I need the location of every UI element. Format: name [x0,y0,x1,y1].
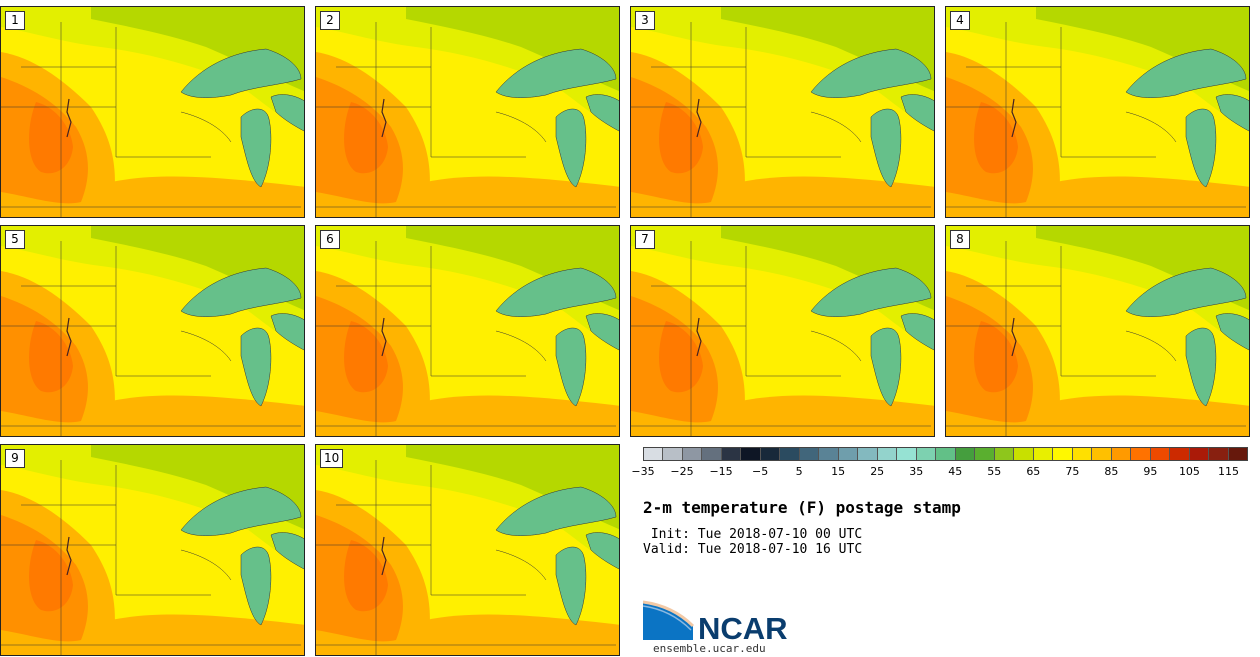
temperature-map [316,7,619,217]
temperature-map [631,226,934,436]
colorbar-tick-label: −5 [751,465,769,478]
colorbar-swatch [975,448,995,460]
colorbar-swatch [994,448,1015,460]
colorbar-swatch [1111,448,1132,460]
ensemble-member-panel: 1 [0,6,305,218]
colorbar-tick-label: 15 [831,465,846,478]
colorbar-swatch [1033,448,1054,460]
colorbar-tick-label: −15 [709,465,733,478]
ensemble-member-panel: 8 [945,225,1250,437]
colorbar-swatch [858,448,878,460]
member-number: 3 [635,11,655,30]
temperature-map [316,445,619,655]
temperature-map [316,226,619,436]
colorbar-swatch [760,448,781,460]
ncar-logo-text: NCAR [698,611,788,646]
colorbar-tick-label: 35 [909,465,924,478]
colorbar-swatch [916,448,937,460]
member-number: 6 [320,230,340,249]
ensemble-member-panel: 10 [315,444,620,656]
colorbar-tick-label: 65 [1026,465,1041,478]
colorbar-swatch [682,448,703,460]
colorbar-tick-label: 55 [987,465,1002,478]
colorbar-swatch [780,448,800,460]
member-number: 10 [320,449,344,468]
temperature-map [946,226,1249,436]
temperature-map [946,7,1249,217]
colorbar-swatch [1053,448,1073,460]
colorbar-swatch [1228,448,1248,460]
member-number: 4 [950,11,970,30]
colorbar-swatch [1150,448,1171,460]
colorbar-swatch [1170,448,1190,460]
colorbar-swatch [741,448,761,460]
member-number: 8 [950,230,970,249]
temperature-map [1,7,304,217]
temperature-colorbar: −35 −25 −15 −5 5 15 25 35 45 55 65 75 85 95 105 115 [631,447,1248,485]
member-number: 9 [5,449,25,468]
colorbar-swatch [663,448,683,460]
member-number: 7 [635,230,655,249]
member-number: 5 [5,230,25,249]
colorbar-swatch [1189,448,1210,460]
colorbar-tick-label: 45 [948,465,963,478]
colorbar-tick-label: −25 [670,465,694,478]
ensemble-member-panel: 2 [315,6,620,218]
colorbar-swatch [897,448,917,460]
colorbar-tick-label: 25 [870,465,885,478]
colorbar-swatches [643,447,1248,461]
colorbar-swatch [1072,448,1093,460]
ensemble-member-panel: 7 [630,225,935,437]
member-number: 1 [5,11,25,30]
colorbar-tick-label: 115 [1217,465,1239,478]
temperature-map [1,445,304,655]
colorbar-tick-label: 105 [1178,465,1200,478]
figure-title: 2-m temperature (F) postage stamp [643,498,961,517]
valid-time: Valid: Tue 2018-07-10 16 UTC [643,542,863,557]
ensemble-member-panel: 9 [0,444,305,656]
colorbar-tick-label: −35 [631,465,655,478]
init-time: Init: Tue 2018-07-10 00 UTC [643,527,863,542]
colorbar-tick-labels: −35 −25 −15 −5 5 15 25 35 45 55 65 75 85 95 105 115 [631,465,1248,481]
colorbar-swatch [721,448,742,460]
colorbar-swatch [799,448,820,460]
colorbar-swatch [1131,448,1151,460]
colorbar-tick-label: 95 [1143,465,1158,478]
colorbar-swatch [702,448,722,460]
ensemble-member-panel: 5 [0,225,305,437]
colorbar-tick-label: 5 [795,465,803,478]
colorbar-tick-label: 75 [1065,465,1080,478]
ensemble-member-panel: 6 [315,225,620,437]
colorbar-swatch [819,448,839,460]
colorbar-swatch [1092,448,1112,460]
colorbar-tick-label: 85 [1104,465,1119,478]
colorbar-swatch [644,448,664,460]
ensemble-member-panel: 4 [945,6,1250,218]
temperature-map [631,7,934,217]
colorbar-swatch [936,448,956,460]
colorbar-swatch [955,448,976,460]
colorbar-swatch [838,448,859,460]
ncar-url: ensemble.ucar.edu [653,642,766,655]
colorbar-swatch [1014,448,1034,460]
colorbar-swatch [877,448,898,460]
member-number: 2 [320,11,340,30]
colorbar-swatch [1209,448,1229,460]
ncar-logo-icon [643,600,695,640]
ensemble-member-panel: 3 [630,6,935,218]
temperature-map [1,226,304,436]
